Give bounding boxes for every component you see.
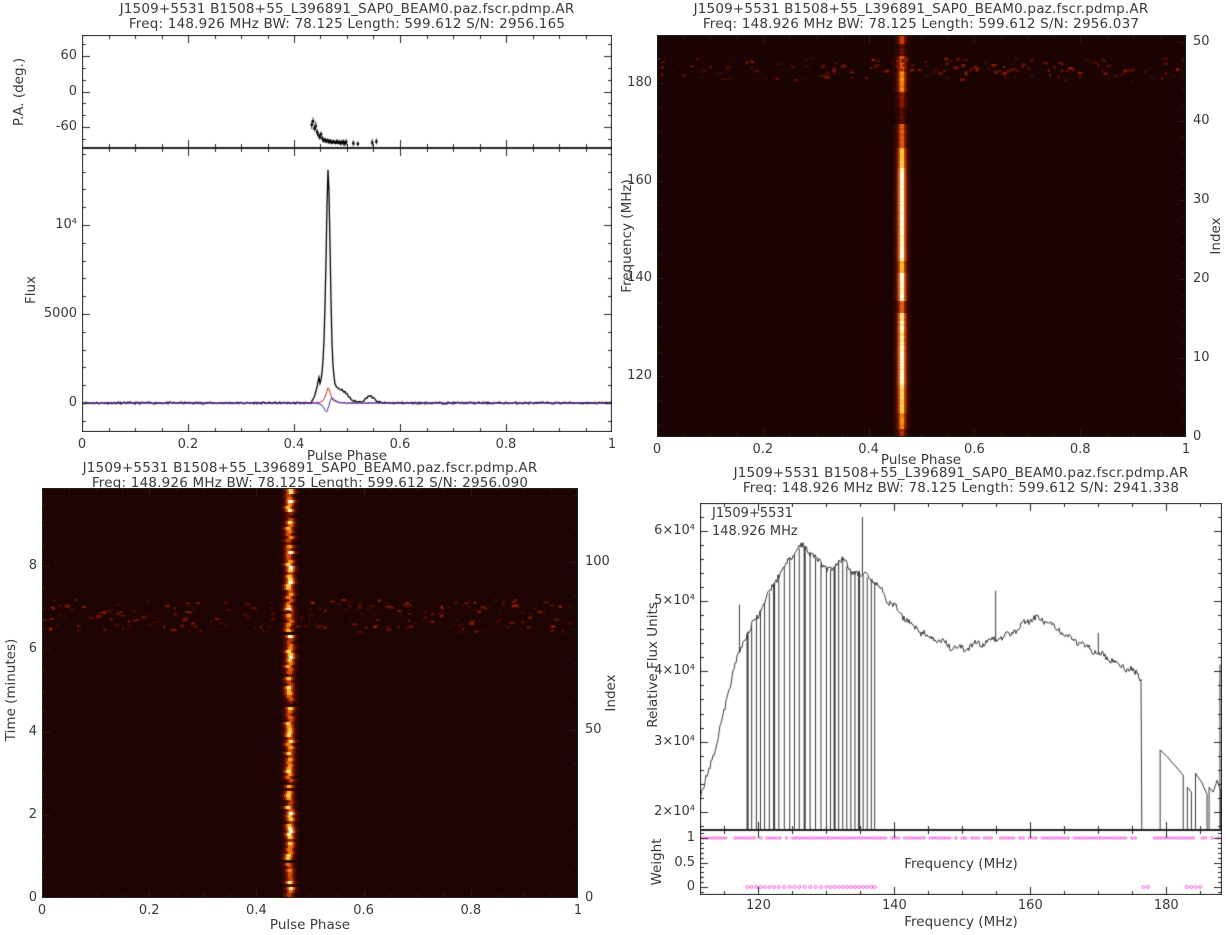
tick-label: 20: [1193, 271, 1210, 287]
tick-label: 0: [28, 890, 37, 905]
tick-label: 1: [607, 437, 617, 452]
tick-label: 0.4: [246, 903, 267, 918]
bandpass-inner-xaxis-label: Frequency (MHz): [904, 856, 1018, 872]
phase-freq-subtitle: Freq: 148.926 MHz BW: 78.125 Length: 599…: [702, 16, 1140, 32]
time-index-axis-label: Index: [603, 674, 619, 712]
profile-subtitle: Freq: 148.926 MHz BW: 78.125 Length: 599…: [128, 16, 566, 32]
tick-label: 0.6: [964, 442, 985, 457]
weights-plot-canvas: [700, 830, 1222, 895]
tick-label: 10: [1193, 350, 1210, 366]
tick-label: 100: [585, 553, 610, 569]
tick-label: 30: [1193, 192, 1210, 208]
tick-label: 120: [746, 898, 771, 913]
tick-label: 0.8: [1069, 442, 1091, 457]
bandpass-xaxis-label: Frequency (MHz): [904, 914, 1018, 930]
tick-label: 0: [37, 903, 47, 918]
freq-index-axis-label: Index: [1208, 217, 1224, 255]
phase-time-xaxis-label: Pulse Phase: [269, 917, 351, 933]
tick-label: 6: [28, 641, 37, 656]
tick-label: 0.2: [138, 903, 160, 918]
tick-label: 0.5: [674, 854, 695, 870]
tick-label: 50: [1193, 34, 1210, 50]
tick-label: 5×10⁴: [654, 593, 695, 609]
tick-label: 0.8: [460, 903, 482, 918]
tick-label: 60: [60, 47, 77, 63]
phase-freq-title: J1509+5531 B1508+55_L396891_SAP0_BEAM0.p…: [693, 1, 1149, 17]
tick-label: 0.6: [353, 903, 374, 918]
tick-label: 180: [1153, 898, 1179, 913]
weight-axis-label: Weight: [649, 838, 665, 886]
source-name-annotation: J1509+5531: [712, 506, 793, 521]
tick-label: 160: [627, 172, 652, 188]
tick-label: 6×10⁴: [654, 523, 695, 539]
tick-label: 0: [652, 442, 662, 457]
phase-time-subtitle: Freq: 148.926 MHz BW: 78.125 Length: 599…: [91, 475, 529, 491]
tick-label: 8: [28, 558, 37, 574]
pa-axis-label: P.A. (deg.): [11, 57, 27, 127]
tick-label: 0: [68, 83, 77, 99]
tick-label: 0: [68, 394, 77, 410]
tick-label: 0: [1193, 429, 1202, 444]
tick-label: 180: [627, 74, 652, 90]
tick-label: 0.8: [495, 437, 517, 452]
profile-xaxis-label: Pulse Phase: [306, 448, 388, 464]
time-axis-label: Time (minutes): [3, 638, 19, 742]
tick-label: 1: [573, 903, 583, 918]
tick-label: 0: [585, 890, 594, 905]
tick-label: 1: [1181, 442, 1191, 457]
flux-profile-plot-canvas: [82, 148, 612, 432]
tick-label: 160: [1017, 898, 1043, 913]
profile-title: J1509+5531 B1508+55_L396891_SAP0_BEAM0.p…: [119, 1, 575, 17]
bandpass-plot-canvas: [700, 503, 1222, 830]
phase-frequency-heatmap-canvas: [657, 35, 1186, 437]
tick-label: 0.4: [283, 437, 305, 452]
tick-label: 0.4: [858, 442, 879, 457]
tick-label: 3×10⁴: [654, 733, 695, 749]
tick-label: -60: [55, 119, 77, 135]
tick-label: 4: [28, 724, 37, 739]
tick-label: 10⁴: [55, 217, 77, 233]
tick-label: 0.2: [752, 442, 774, 457]
bandpass-title: J1509+5531 B1508+55_L396891_SAP0_BEAM0.p…: [733, 465, 1189, 481]
tick-label: 2×10⁴: [654, 803, 695, 819]
tick-label: 0.2: [177, 437, 199, 452]
tick-label: 140: [881, 898, 907, 913]
tick-label: 4×10⁴: [654, 663, 695, 679]
tick-label: 0.6: [389, 437, 411, 452]
tick-label: 1: [686, 829, 695, 845]
flux-axis-label: Flux: [23, 275, 39, 305]
phase-freq-xaxis-label: Pulse Phase: [880, 452, 962, 468]
phase-time-title: J1509+5531 B1508+55_L396891_SAP0_BEAM0.p…: [82, 460, 538, 476]
tick-label: 0: [77, 437, 87, 452]
tick-label: 140: [627, 270, 652, 286]
center-freq-annotation: 148.926 MHz: [712, 524, 798, 539]
phase-time-heatmap-canvas: [42, 488, 578, 898]
tick-label: 2: [28, 807, 37, 822]
tick-label: 40: [1193, 113, 1210, 129]
position-angle-plot-canvas: [82, 35, 612, 148]
tick-label: 0: [686, 879, 695, 894]
tick-label: 120: [627, 367, 652, 383]
tick-label: 5000: [43, 306, 77, 322]
bandpass-subtitle: Freq: 148.926 MHz BW: 78.125 Length: 599…: [742, 480, 1180, 496]
tick-label: 50: [585, 721, 602, 737]
